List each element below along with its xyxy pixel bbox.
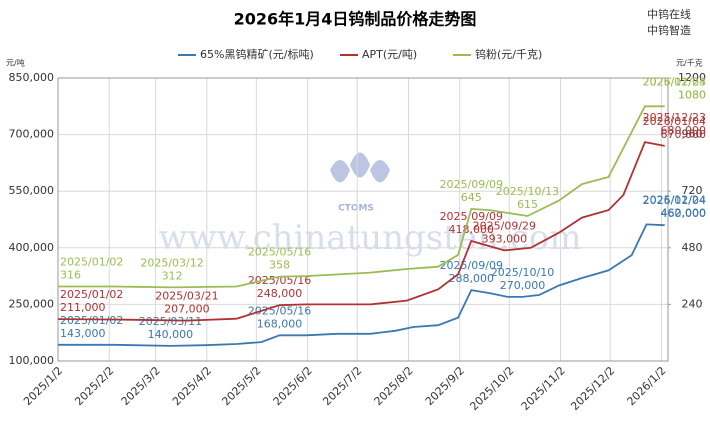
annotation-value: 393,000: [482, 232, 528, 245]
annotation-date: 2025/05/16: [248, 246, 311, 259]
annotation-date: 2025/09/29: [473, 219, 536, 232]
annotation-date: 2025/09/09: [440, 178, 503, 191]
y-axis-unit: 元/吨: [6, 58, 25, 68]
annotation-value: 670,000: [661, 128, 707, 141]
y2-tick-label: 720: [682, 184, 703, 197]
watermark: www.chinatungsten.com: [159, 218, 582, 258]
annotation-value: 418,000: [449, 223, 495, 236]
logo: [330, 152, 390, 183]
logo-text: CTOMS: [338, 204, 374, 214]
y-tick-label: 550,000: [9, 184, 55, 197]
y2-tick-label: 1200: [678, 71, 706, 84]
legend-label: 钨粉(元/千克): [475, 48, 542, 61]
annotation-value: 460,000: [661, 207, 707, 220]
annotation-date: 2025/01/02: [60, 314, 123, 327]
annotation-date: 2025/01/02: [60, 255, 123, 268]
annotation-value: 168,000: [257, 317, 303, 330]
annotation-date: 2026/01/04: [643, 115, 706, 128]
annotation-value: 358: [269, 259, 290, 272]
y-tick-label: 250,000: [9, 297, 55, 310]
annotation-date: 2025/12/23: [643, 75, 706, 88]
annotation-value: 207,000: [164, 303, 210, 316]
plot-frame: [57, 77, 669, 362]
annotation-date: 2025/10/13: [496, 185, 559, 198]
legend-label: APT(元/吨): [362, 48, 417, 61]
annotation-value: 645: [461, 191, 482, 204]
annotation-date: 2025/05/16: [248, 274, 311, 287]
annotation-date: 2026/01/04: [643, 194, 706, 207]
annotation-date: 2026/01/04: [643, 75, 706, 88]
y-tick-label: 700,000: [9, 128, 55, 141]
legend-label: 65%黑钨精矿(元/标吨): [200, 47, 314, 61]
annotation-value: 462,000: [661, 206, 707, 219]
y2-tick-label: 480: [682, 241, 703, 254]
annotation-value: 288,000: [449, 272, 495, 285]
annotation-date: 2025/10/10: [491, 266, 554, 279]
annotation-date: 2025/09/09: [440, 259, 503, 272]
chart-title: 2026年1月4日钨制品价格走势图: [234, 10, 477, 29]
y-tick-label: 100,000: [9, 354, 55, 367]
annotation-value: 270,000: [500, 279, 546, 292]
y2-tick-label: 960: [682, 128, 703, 141]
y2-axis-unit: 元/千克: [676, 58, 703, 68]
annotation-value: 1080: [678, 88, 706, 101]
series-line: [57, 141, 665, 322]
y2-tick-label: 240: [682, 297, 703, 310]
annotation-date: 2025/03/12: [140, 256, 203, 269]
annotation-value: 143,000: [60, 327, 106, 340]
annotation-date: 2025/09/09: [440, 210, 503, 223]
series-line: [58, 223, 665, 347]
annotation-date: 2025/01/02: [60, 288, 123, 301]
y-tick-label: 400,000: [9, 241, 55, 254]
brand: 中钨在线: [647, 7, 691, 21]
annotation-value: 680,000: [661, 124, 707, 137]
annotation-value: 248,000: [257, 287, 303, 300]
annotation-date: 2025/12/23: [643, 111, 706, 124]
annotation-value: 1080: [678, 88, 706, 101]
y-tick-label: 850,000: [9, 71, 55, 84]
annotation-date: 2025/03/21: [155, 290, 218, 303]
annotation-date: 2025/03/11: [139, 315, 202, 328]
annotation-value: 316: [60, 268, 81, 281]
annotation-value: 140,000: [148, 328, 194, 341]
annotation-value: 312: [162, 269, 183, 282]
annotation-value: 615: [517, 198, 538, 211]
series-line: [58, 105, 665, 289]
annotation-date: 2025/05/16: [248, 304, 311, 317]
annotation-date: 2025/12/24: [643, 193, 706, 206]
annotation-value: 211,000: [60, 301, 106, 314]
brand: 中钨智造: [647, 23, 691, 37]
